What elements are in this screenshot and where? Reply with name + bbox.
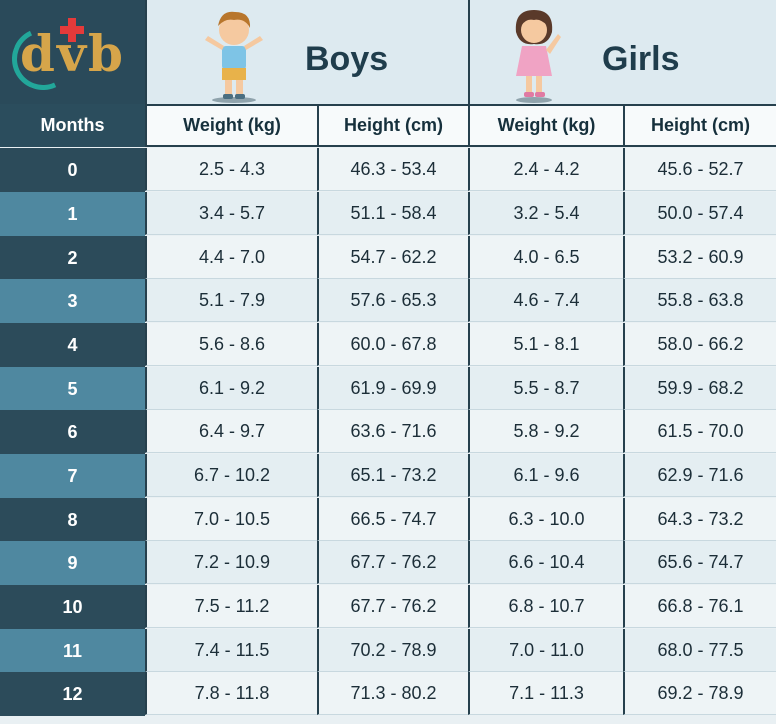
boys-height-cell: 71.3 - 80.2 (317, 672, 468, 715)
girls-height-cell: 65.6 - 74.7 (623, 541, 776, 584)
month-cell: 8 (0, 498, 145, 542)
boys-weight-cell: 7.2 - 10.9 (145, 541, 317, 584)
girls-height-cell: 55.8 - 63.8 (623, 279, 776, 322)
girls-group-header: Girls (468, 0, 776, 104)
girls-weight-cell: 6.1 - 9.6 (468, 454, 623, 497)
boys-weight-cell: 6.7 - 10.2 (145, 454, 317, 497)
boys-height-cell: 51.1 - 58.4 (317, 192, 468, 235)
boys-weight-cell: 5.6 - 8.6 (145, 323, 317, 366)
month-cell: 2 (0, 236, 145, 280)
boys-height-cell: 46.3 - 53.4 (317, 148, 468, 191)
month-cell: 3 (0, 279, 145, 323)
girls-height-column-header: Height (cm) (623, 104, 776, 147)
month-cell: 7 (0, 454, 145, 498)
boys-height-cell: 70.2 - 78.9 (317, 629, 468, 672)
boys-weight-cell: 7.0 - 10.5 (145, 498, 317, 541)
girls-weight-cell: 6.3 - 10.0 (468, 498, 623, 541)
girls-height-cell: 64.3 - 73.2 (623, 498, 776, 541)
boys-weight-cell: 5.1 - 7.9 (145, 279, 317, 322)
boys-height-cell: 65.1 - 73.2 (317, 454, 468, 497)
boys-weight-cell: 7.5 - 11.2 (145, 585, 317, 628)
girls-weight-cell: 6.8 - 10.7 (468, 585, 623, 628)
boys-weight-cell: 7.4 - 11.5 (145, 629, 317, 672)
month-cell: 11 (0, 629, 145, 673)
boys-height-cell: 67.7 - 76.2 (317, 585, 468, 628)
medical-cross-icon (60, 18, 84, 42)
girls-weight-cell: 5.8 - 9.2 (468, 410, 623, 453)
girls-height-cell: 62.9 - 71.6 (623, 454, 776, 497)
girls-height-cell: 50.0 - 57.4 (623, 192, 776, 235)
boys-weight-cell: 7.8 - 11.8 (145, 672, 317, 715)
month-cell: 9 (0, 541, 145, 585)
month-cell: 1 (0, 192, 145, 236)
girls-weight-cell: 4.6 - 7.4 (468, 279, 623, 322)
girls-height-cell: 58.0 - 66.2 (623, 323, 776, 366)
boys-weight-cell: 2.5 - 4.3 (145, 148, 317, 191)
logo-cell: dvb (0, 0, 145, 104)
boys-group-header: Boys (145, 0, 470, 104)
girls-title: Girls (602, 40, 680, 78)
girls-height-cell: 69.2 - 78.9 (623, 672, 776, 715)
boys-height-cell: 66.5 - 74.7 (317, 498, 468, 541)
girls-height-cell: 45.6 - 52.7 (623, 148, 776, 191)
girl-illustration-icon (515, 10, 561, 103)
boys-height-column-header: Height (cm) (317, 104, 468, 147)
boys-weight-cell: 3.4 - 5.7 (145, 192, 317, 235)
boys-height-cell: 67.7 - 76.2 (317, 541, 468, 584)
month-cell: 12 (0, 672, 145, 716)
girls-weight-cell: 6.6 - 10.4 (468, 541, 623, 584)
month-cell: 0 (0, 148, 145, 192)
girls-weight-cell: 7.1 - 11.3 (468, 672, 623, 715)
girls-weight-cell: 3.2 - 5.4 (468, 192, 623, 235)
month-cell: 5 (0, 367, 145, 411)
boys-weight-cell: 6.4 - 9.7 (145, 410, 317, 453)
boys-height-cell: 63.6 - 71.6 (317, 410, 468, 453)
boys-height-cell: 61.9 - 69.9 (317, 367, 468, 410)
girls-weight-cell: 4.0 - 6.5 (468, 236, 623, 279)
girls-height-cell: 66.8 - 76.1 (623, 585, 776, 628)
boy-illustration-icon (205, 11, 263, 103)
month-cell: 4 (0, 323, 145, 367)
girls-weight-cell: 5.1 - 8.1 (468, 323, 623, 366)
girls-weight-cell: 2.4 - 4.2 (468, 148, 623, 191)
girls-height-cell: 59.9 - 68.2 (623, 367, 776, 410)
girls-weight-column-header: Weight (kg) (468, 104, 623, 147)
girls-height-cell: 61.5 - 70.0 (623, 410, 776, 453)
boys-height-cell: 57.6 - 65.3 (317, 279, 468, 322)
boys-height-cell: 60.0 - 67.8 (317, 323, 468, 366)
boys-height-cell: 54.7 - 62.2 (317, 236, 468, 279)
month-cell: 10 (0, 585, 145, 629)
girls-weight-cell: 7.0 - 11.0 (468, 629, 623, 672)
boys-weight-cell: 6.1 - 9.2 (145, 367, 317, 410)
girls-height-cell: 53.2 - 60.9 (623, 236, 776, 279)
boys-weight-column-header: Weight (kg) (145, 104, 317, 147)
boys-title: Boys (305, 40, 389, 78)
boys-weight-cell: 4.4 - 7.0 (145, 236, 317, 279)
girls-weight-cell: 5.5 - 8.7 (468, 367, 623, 410)
months-column-header: Months (0, 104, 145, 147)
month-cell: 6 (0, 410, 145, 454)
girls-height-cell: 68.0 - 77.5 (623, 629, 776, 672)
